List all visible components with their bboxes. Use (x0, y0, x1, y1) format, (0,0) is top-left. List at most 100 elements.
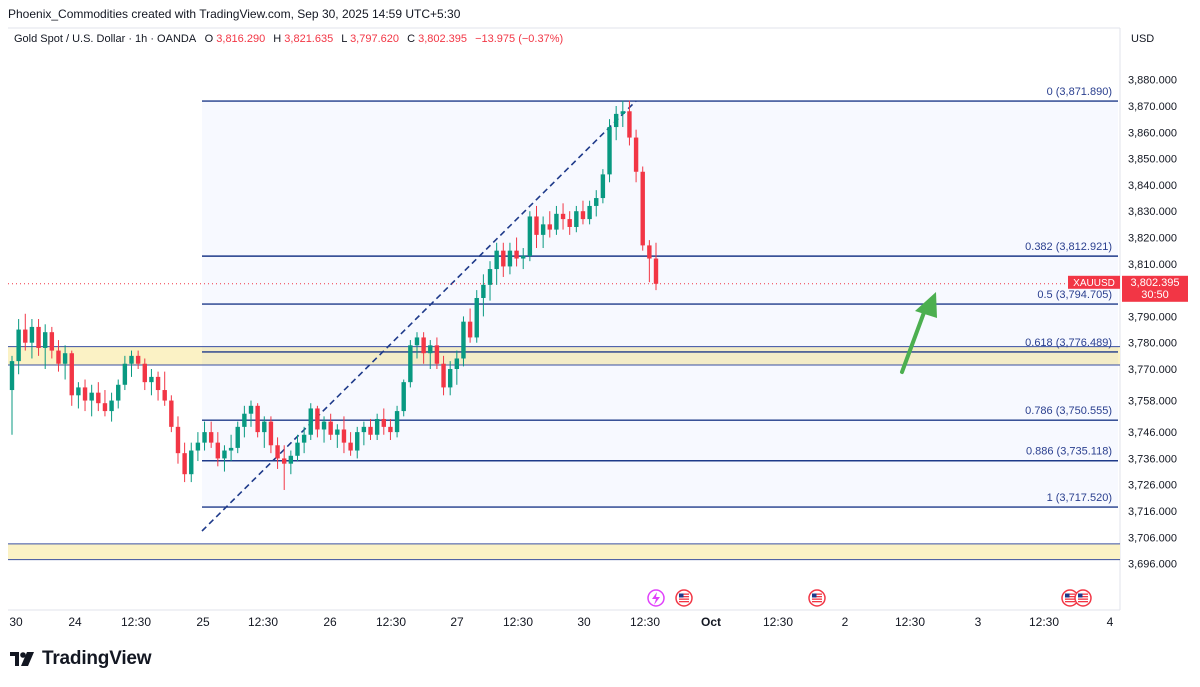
bearish-candle (175, 416, 181, 464)
bullish-candle (301, 426, 307, 454)
bearish-candle (96, 382, 101, 412)
time-tick-label: 12:30 (503, 615, 533, 629)
candle-body (109, 400, 114, 412)
bullish-candle (335, 424, 340, 448)
bullish-candle (494, 242, 499, 285)
candle-body (301, 434, 307, 443)
candle-body (474, 297, 479, 338)
candle-body (268, 421, 274, 446)
candle-body (368, 426, 373, 435)
arrow-head (915, 292, 937, 318)
flag-stripe (1065, 593, 1075, 595)
candle-body (208, 432, 214, 443)
flag-stripe (1078, 598, 1088, 600)
candle-body (613, 113, 619, 128)
flag-stripe (812, 593, 822, 595)
candle-body (361, 426, 367, 433)
bullish-candle (29, 319, 35, 359)
candle-body (23, 329, 28, 343)
bullish-candle (42, 324, 48, 369)
currency-label[interactable]: USD (1131, 33, 1154, 45)
candle-body (633, 137, 639, 172)
bearish-candle (56, 340, 61, 372)
candle-body (527, 216, 533, 256)
candle-body (89, 392, 94, 401)
legend-close-label: C (407, 33, 415, 45)
fib-trend-line (201, 100, 637, 532)
bearish-candle (36, 319, 41, 356)
bearish-candle (142, 358, 147, 391)
us-flag-icon (675, 589, 693, 607)
bearish-candle (647, 240, 652, 283)
candle-body (242, 413, 247, 427)
candle-body (262, 421, 267, 433)
fib-level-label: 1 (3,717.520) (1047, 492, 1112, 504)
candle-body (554, 213, 559, 230)
event-ring (675, 589, 693, 607)
bullish-candle (242, 405, 247, 438)
legend-high-label: H (273, 33, 281, 45)
candle-body (501, 250, 506, 267)
candle-body (521, 255, 526, 259)
bearish-candle (348, 432, 353, 456)
price-tick-label: 3,696.000 (1128, 559, 1177, 571)
candle-body (195, 442, 201, 451)
bullish-candle (574, 205, 579, 233)
time-tick-label: 2 (842, 615, 849, 629)
candle-body (560, 213, 566, 220)
candle-body (374, 418, 380, 435)
candle-body (653, 258, 659, 284)
price-tick-label: 3,810.000 (1128, 259, 1177, 271)
bearish-candle (341, 416, 347, 454)
tradingview-logo-text: TradingView (42, 648, 152, 669)
price-tick-label: 3,780.000 (1128, 338, 1177, 350)
flag-stripe (679, 596, 689, 598)
bullish-candle (374, 413, 380, 441)
price-tick-label: 3,790.000 (1128, 311, 1177, 323)
price-tag-bg (1122, 275, 1188, 302)
price-tick-label: 3,770.000 (1128, 364, 1177, 376)
flag-canton (679, 593, 684, 598)
candle-body (76, 387, 81, 396)
us-flag-icon (1074, 589, 1092, 607)
candle-body (82, 387, 88, 401)
candle-body (96, 392, 101, 404)
flag-stripe (1065, 598, 1075, 600)
event-ring (1074, 589, 1092, 607)
bullish-candle (321, 416, 327, 443)
candle-body (567, 219, 572, 227)
bearish-candle (501, 242, 506, 277)
candle-body (394, 411, 400, 433)
dividends-event-icon (647, 589, 665, 607)
bearish-candle (368, 418, 373, 441)
price-tick-label: 3,840.000 (1128, 180, 1177, 192)
tradingview-logo-icon (10, 652, 34, 666)
symbol-tag-text: XAUUSD (1073, 278, 1115, 289)
candle-body (580, 211, 586, 220)
flag-stripe (812, 596, 822, 598)
candle-body (494, 250, 499, 270)
bullish-candle (129, 350, 134, 377)
candle-body (255, 405, 260, 433)
tradingview-logo[interactable]: TradingView (10, 648, 152, 670)
candle-body (401, 382, 406, 412)
candle-body (467, 321, 473, 338)
green-arrow-annotation[interactable] (900, 292, 937, 374)
bearish-candle (633, 129, 639, 183)
candle-body (235, 426, 240, 448)
price-tick-label: 3,860.000 (1128, 127, 1177, 139)
bearish-candle (135, 350, 141, 369)
bearish-candle (580, 200, 586, 225)
candle-body (149, 376, 154, 383)
candle-body (640, 171, 645, 246)
bearish-candle (255, 403, 260, 438)
bearish-candle (441, 355, 446, 396)
candle-body (62, 353, 68, 364)
legend-open-value: 3,816.290 (216, 33, 265, 45)
candle-body (222, 450, 227, 459)
fib-level-label: 0.382 (3,812.921) (1025, 241, 1112, 253)
bearish-candle (82, 379, 88, 412)
symbol-tag-bg (1068, 275, 1120, 289)
bearish-candle (69, 350, 74, 406)
